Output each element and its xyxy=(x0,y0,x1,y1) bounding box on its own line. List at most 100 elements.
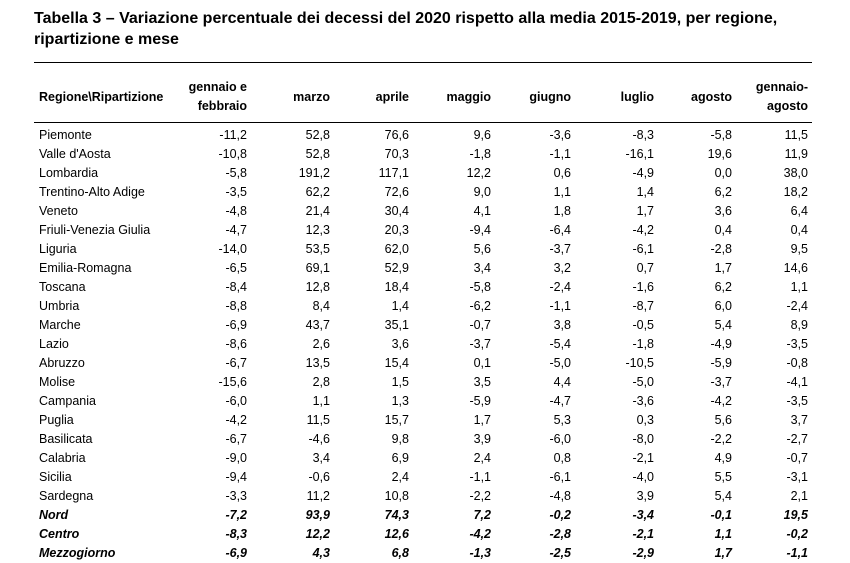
cell-value: 9,8 xyxy=(391,432,409,446)
cell-value: 19,5 xyxy=(783,508,808,522)
cell-value: 30,4 xyxy=(384,204,409,218)
cell-value: 6,4 xyxy=(790,204,808,218)
cell-value: -0,8 xyxy=(786,356,808,370)
cell-value: -2,8 xyxy=(710,242,732,256)
cell-value: 62,2 xyxy=(305,185,330,199)
cell-value: -5,4 xyxy=(549,337,571,351)
cell-value: -4,8 xyxy=(225,204,247,218)
cell-value: -2,2 xyxy=(469,489,491,503)
cell-value: -3,5 xyxy=(786,337,808,351)
cell-value: -10,5 xyxy=(625,356,655,370)
cell-value: 0,4 xyxy=(714,223,732,237)
cell-value: -6,9 xyxy=(225,546,247,560)
table-row: Molise -15,6 2,8 1,5 3,5 4,4 -5,0 -3,7 -4,1 xyxy=(34,373,812,392)
cell-value: -14,0 xyxy=(218,242,248,256)
column-header-line: agosto xyxy=(767,99,808,113)
table-row: Sardegna -3,3 11,2 10,8 -2,2 -4,8 3,9 5,4 2,1 xyxy=(34,487,812,506)
cell-value: -4,9 xyxy=(710,337,732,351)
cell-value: -6,0 xyxy=(549,432,571,446)
column-header-line: gennaio e xyxy=(188,80,247,94)
cell-value: -1,6 xyxy=(632,280,654,294)
cell-value: 6,2 xyxy=(714,280,732,294)
column-header-line: giugno xyxy=(529,89,571,104)
header-row: Regione\Ripartizione gennaio e febbraio mar… xyxy=(34,73,812,121)
aggregate-row: Centro -8,3 12,2 12,6 -4,2 -2,8 -2,1 1,1 -0,2 xyxy=(34,525,812,544)
cell-value: 10,8 xyxy=(384,489,409,503)
cell-value: 15,4 xyxy=(384,356,409,370)
cell-value: 11,5 xyxy=(784,128,808,142)
cell-value: -4,9 xyxy=(632,166,654,180)
row-label: Lombardia xyxy=(39,166,99,180)
cell-value: 0,8 xyxy=(553,451,571,465)
cell-value: 0,4 xyxy=(790,223,808,237)
cell-value: 14,6 xyxy=(783,261,808,275)
cell-value: -2,4 xyxy=(786,299,808,313)
cell-value: 1,1 xyxy=(312,394,330,408)
cell-value: -6,5 xyxy=(225,261,247,275)
table-row: Lombardia -5,8 191,2 117,1 12,2 0,6 -4,9 0,0 38,… xyxy=(34,164,812,183)
cell-value: -6,9 xyxy=(225,318,247,332)
cell-value: 6,2 xyxy=(714,185,732,199)
cell-value: 117,1 xyxy=(378,166,409,180)
cell-value: 35,1 xyxy=(384,318,409,332)
cell-value: 3,9 xyxy=(636,489,654,503)
cell-value: -8,3 xyxy=(225,527,247,541)
cell-value: 72,6 xyxy=(384,185,409,199)
cell-value: -3,6 xyxy=(632,394,654,408)
cell-value: 3,5 xyxy=(473,375,491,389)
cell-value: 20,3 xyxy=(384,223,409,237)
column-header-region: Regione\Ripartizione xyxy=(34,73,174,121)
column-header-line: maggio xyxy=(446,89,491,104)
cell-value: -0,7 xyxy=(786,451,808,465)
cell-value: 93,9 xyxy=(305,508,330,522)
column-header: aprile xyxy=(334,73,413,121)
row-label: Friuli-Venezia Giulia xyxy=(39,223,151,237)
cell-value: -3,1 xyxy=(786,470,808,484)
table-row: Toscana -8,4 12,8 18,4 -5,8 -2,4 -1,6 6,2 1,1 xyxy=(34,278,812,297)
row-label: Valle d'Aosta xyxy=(39,147,111,161)
cell-value: -0,6 xyxy=(308,470,330,484)
cell-value: 6,8 xyxy=(391,546,409,560)
row-label: Umbria xyxy=(39,299,80,313)
row-label: Nord xyxy=(39,508,69,522)
row-label: Trentino-Alto Adige xyxy=(39,185,145,199)
cell-value: -3,7 xyxy=(549,242,571,256)
cell-value: 15,7 xyxy=(384,413,409,427)
cell-value: 8,4 xyxy=(312,299,330,313)
table-row: Lazio -8,6 2,6 3,6 -3,7 -5,4 -1,8 -4,9 -3,5 xyxy=(34,335,812,354)
table-row: Abruzzo -6,7 13,5 15,4 0,1 -5,0 -10,5 -5,9 -0,8 xyxy=(34,354,812,373)
cell-value: 1,1 xyxy=(553,185,571,199)
cell-value: -1,1 xyxy=(469,470,491,484)
cell-value: -5,8 xyxy=(710,128,732,142)
cell-value: 53,5 xyxy=(305,242,330,256)
cell-value: -1,1 xyxy=(786,546,808,560)
cell-value: 2,6 xyxy=(312,337,330,351)
mortality-table: Regione\Ripartizione gennaio e febbraio mar… xyxy=(34,73,812,563)
cell-value: -5,0 xyxy=(632,375,654,389)
cell-value: 0,0 xyxy=(714,166,732,180)
column-header: maggio xyxy=(413,73,495,121)
cell-value: -8,7 xyxy=(632,299,654,313)
cell-value: -3,7 xyxy=(469,337,491,351)
cell-value: -2,8 xyxy=(549,527,571,541)
cell-value: -2,4 xyxy=(549,280,571,294)
cell-value: 52,8 xyxy=(305,128,330,142)
cell-value: 11,5 xyxy=(306,413,330,427)
cell-value: -1,1 xyxy=(549,147,571,161)
cell-value: -8,0 xyxy=(632,432,654,446)
cell-value: -4,2 xyxy=(225,413,247,427)
cell-value: 5,4 xyxy=(714,318,732,332)
cell-value: 12,2 xyxy=(466,166,491,180)
cell-value: -3,7 xyxy=(710,375,732,389)
cell-value: 76,6 xyxy=(384,128,409,142)
cell-value: 9,5 xyxy=(790,242,808,256)
cell-value: 3,9 xyxy=(473,432,491,446)
table-top-rule xyxy=(34,62,812,63)
cell-value: 2,8 xyxy=(312,375,330,389)
row-label: Marche xyxy=(39,318,81,332)
cell-value: 3,7 xyxy=(790,413,808,427)
cell-value: 191,2 xyxy=(298,166,330,180)
cell-value: 4,3 xyxy=(312,546,330,560)
cell-value: -1,8 xyxy=(469,147,491,161)
column-header-line: marzo xyxy=(293,89,330,104)
